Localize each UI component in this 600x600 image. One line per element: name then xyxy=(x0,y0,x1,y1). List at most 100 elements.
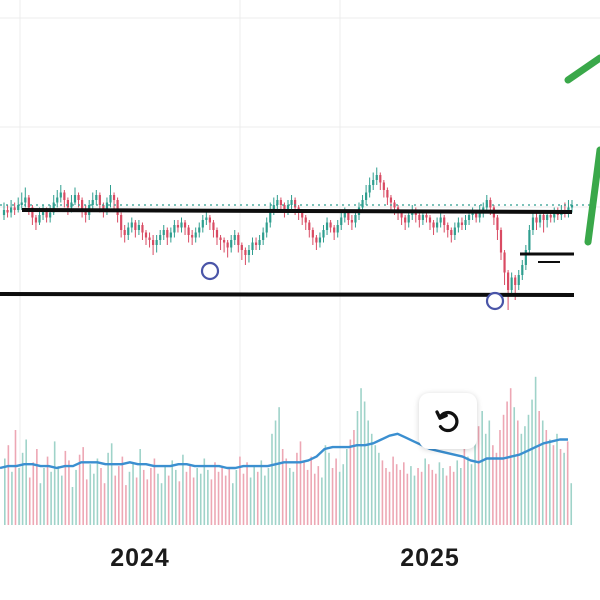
candle xyxy=(311,227,314,245)
volume-bar xyxy=(228,468,231,525)
candle xyxy=(265,217,268,238)
volume-bars xyxy=(4,376,573,525)
volume-bar xyxy=(203,458,206,525)
candle xyxy=(340,212,343,230)
candle-body xyxy=(212,222,215,230)
candle xyxy=(439,212,442,228)
volume-bar xyxy=(249,477,252,525)
candle-body xyxy=(102,205,105,210)
volume-bar xyxy=(417,468,419,525)
volume-bar xyxy=(335,458,337,525)
volume-bar xyxy=(71,487,74,525)
candle-body xyxy=(549,215,552,218)
candle xyxy=(91,192,94,210)
candle xyxy=(81,197,84,218)
candle-body xyxy=(343,212,346,218)
candle xyxy=(84,205,87,223)
candle xyxy=(137,220,140,235)
candle xyxy=(166,227,169,245)
volume-bar xyxy=(374,445,377,525)
volume-bar xyxy=(235,469,238,525)
volume-bar xyxy=(196,468,198,525)
reset-zoom-button[interactable] xyxy=(419,393,477,449)
volume-bar xyxy=(502,414,505,525)
candle-body xyxy=(141,225,144,233)
candle xyxy=(180,217,183,233)
volume-bar xyxy=(61,475,63,525)
candle xyxy=(365,185,368,205)
candle-body xyxy=(208,217,211,223)
volume-bar xyxy=(164,466,166,525)
candle-body xyxy=(223,240,226,243)
candle xyxy=(379,172,382,190)
candle-body xyxy=(471,212,474,215)
candle-body xyxy=(251,242,254,250)
volume-bar xyxy=(192,477,195,525)
candle-body xyxy=(159,235,162,240)
candle xyxy=(240,242,243,260)
candle xyxy=(524,245,527,270)
candle xyxy=(198,222,201,238)
candle-body xyxy=(191,235,194,238)
volume-bar xyxy=(278,407,280,525)
candle xyxy=(258,235,261,250)
candle-body xyxy=(194,232,197,238)
candle-body xyxy=(34,217,38,223)
candle-body xyxy=(524,250,527,265)
volume-bar xyxy=(527,414,530,525)
volume-bar xyxy=(139,449,141,525)
volume-bar xyxy=(125,485,127,525)
candle-body xyxy=(304,217,307,223)
candle xyxy=(56,190,59,208)
volume-bar xyxy=(274,420,277,525)
volume-bar xyxy=(492,445,494,525)
annotation-circle xyxy=(485,291,505,311)
candle xyxy=(457,217,460,233)
candle-body xyxy=(237,235,240,245)
candle xyxy=(141,222,144,240)
volume-bar xyxy=(438,462,441,525)
volume-bar xyxy=(474,439,476,525)
volume-bar xyxy=(463,449,466,525)
candle-body xyxy=(372,180,375,185)
candle-body xyxy=(475,212,478,218)
candle xyxy=(531,210,535,235)
candle xyxy=(237,232,240,253)
candle xyxy=(13,202,16,215)
volume-bar xyxy=(89,464,92,525)
volume-bar xyxy=(11,471,13,525)
volume-bar xyxy=(534,376,537,525)
candle xyxy=(127,222,130,240)
candle-body xyxy=(404,217,407,223)
volume-bar xyxy=(363,401,366,525)
volume-bar xyxy=(356,411,359,525)
volume-bar xyxy=(324,445,327,525)
volume-bar xyxy=(256,471,259,525)
candle-body xyxy=(2,210,6,215)
candle-body xyxy=(290,200,293,205)
volume-bar xyxy=(118,466,120,525)
volume-bar xyxy=(214,462,216,525)
volume-bar xyxy=(342,464,345,525)
candle xyxy=(336,220,339,238)
x-tick-label-2025: 2025 xyxy=(400,544,460,572)
candle-body xyxy=(127,227,130,235)
candle-body xyxy=(443,217,446,225)
candle-body xyxy=(379,175,382,183)
volume-bar xyxy=(449,466,451,525)
candle xyxy=(24,187,27,208)
candle-body xyxy=(393,202,396,208)
volume-bar xyxy=(78,454,81,525)
volume-bar xyxy=(50,471,52,525)
volume-bar xyxy=(96,458,99,525)
trend-lines xyxy=(0,204,600,297)
candle-body xyxy=(166,230,169,238)
candle-body xyxy=(301,212,304,218)
candle-body xyxy=(63,192,66,200)
volume-bar xyxy=(7,445,10,525)
candle-body xyxy=(546,215,549,220)
candle-body xyxy=(183,222,187,228)
volume-bar xyxy=(185,471,188,525)
candle-body xyxy=(81,200,84,210)
